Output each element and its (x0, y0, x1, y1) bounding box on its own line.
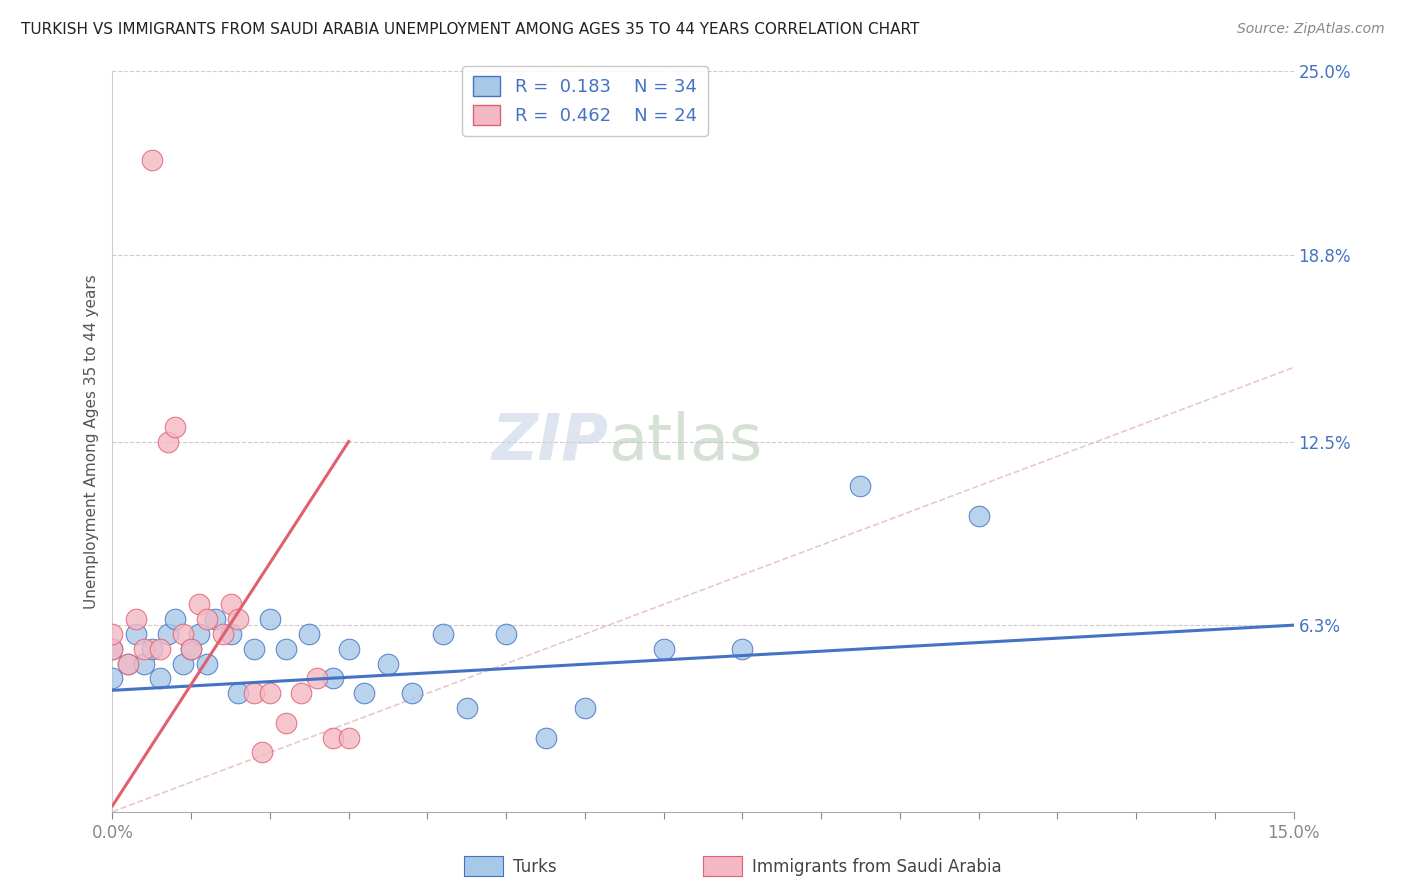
Text: Source: ZipAtlas.com: Source: ZipAtlas.com (1237, 22, 1385, 37)
Point (180, 641, 202, 656)
Legend: R =  0.183    N = 34, R =  0.462    N = 24: R = 0.183 N = 34, R = 0.462 N = 24 (463, 66, 707, 136)
Point (211, 627, 233, 641)
Point (156, 627, 179, 641)
Point (188, 598, 211, 612)
Point (117, 657, 139, 671)
Point (228, 686, 250, 700)
Point (243, 686, 266, 700)
Point (731, 641, 754, 656)
Point (243, 641, 266, 656)
Point (172, 627, 194, 641)
Point (574, 701, 596, 715)
Point (274, 641, 297, 656)
Point (274, 715, 297, 730)
Point (188, 627, 211, 641)
Point (204, 612, 226, 626)
Point (337, 731, 360, 745)
Point (219, 598, 242, 612)
Point (195, 612, 218, 626)
Point (101, 641, 124, 656)
Point (180, 641, 202, 656)
Point (149, 641, 172, 656)
Point (195, 657, 218, 671)
Point (132, 641, 155, 656)
Point (307, 672, 329, 686)
Point (534, 731, 557, 745)
Point (377, 657, 399, 671)
Point (141, 153, 163, 168)
Point (849, 479, 872, 493)
Point (149, 672, 172, 686)
Point (101, 672, 124, 686)
Point (259, 686, 281, 700)
Point (101, 641, 124, 656)
Point (172, 657, 194, 671)
Point (652, 641, 675, 656)
Point (125, 627, 148, 641)
Point (290, 686, 312, 700)
Point (219, 627, 242, 641)
Point (141, 641, 163, 656)
Point (259, 612, 281, 626)
Point (432, 627, 454, 641)
Text: Turks: Turks (513, 858, 557, 876)
Point (132, 657, 155, 671)
Point (165, 419, 187, 434)
Point (337, 641, 360, 656)
Point (456, 701, 478, 715)
Point (495, 627, 517, 641)
Point (250, 746, 273, 760)
Point (156, 434, 179, 449)
Point (322, 731, 344, 745)
Y-axis label: Unemployment Among Ages 35 to 44 years: Unemployment Among Ages 35 to 44 years (83, 274, 98, 609)
Point (322, 672, 344, 686)
Point (353, 686, 375, 700)
Point (401, 686, 423, 700)
Point (298, 627, 321, 641)
Point (117, 657, 139, 671)
Point (101, 627, 124, 641)
Text: TURKISH VS IMMIGRANTS FROM SAUDI ARABIA UNEMPLOYMENT AMONG AGES 35 TO 44 YEARS C: TURKISH VS IMMIGRANTS FROM SAUDI ARABIA … (21, 22, 920, 37)
Text: atlas: atlas (609, 410, 763, 473)
Point (967, 508, 990, 523)
Point (228, 612, 250, 626)
Point (165, 612, 187, 626)
Text: Immigrants from Saudi Arabia: Immigrants from Saudi Arabia (752, 858, 1002, 876)
Point (125, 612, 148, 626)
Text: ZIP: ZIP (492, 410, 609, 473)
